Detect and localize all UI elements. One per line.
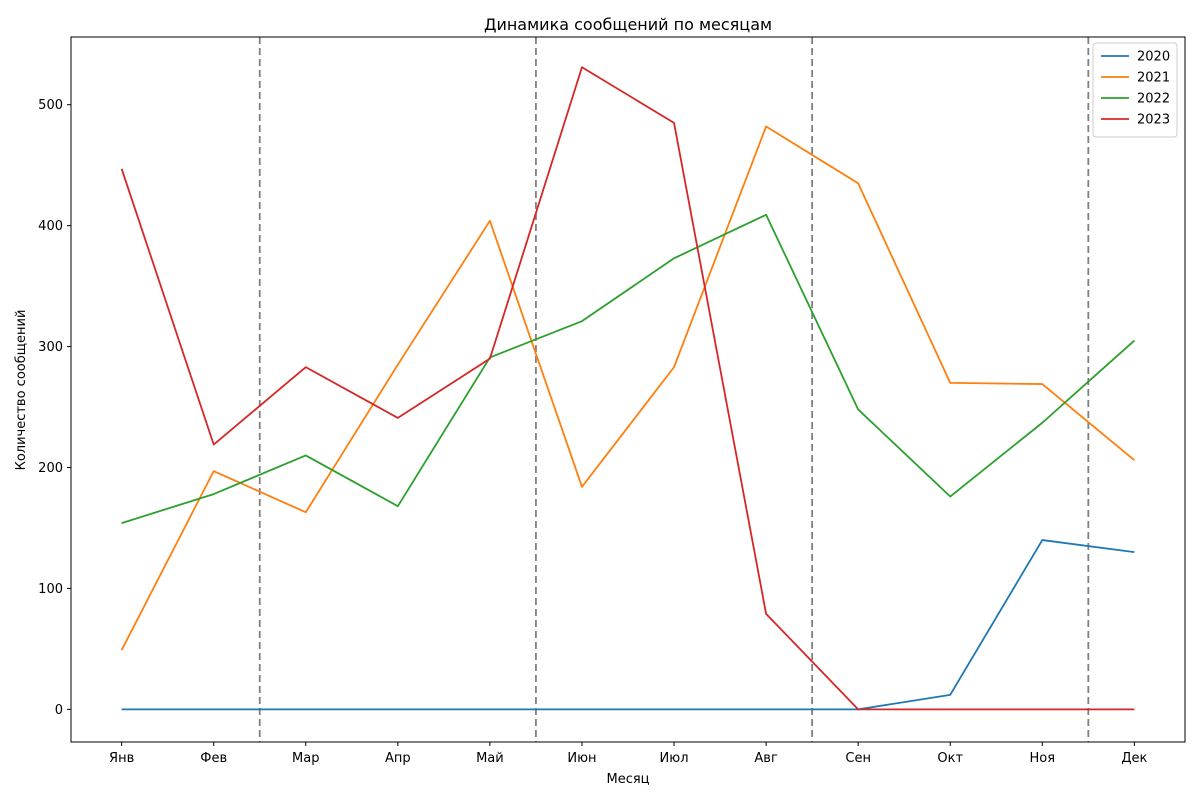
separator-lines [258, 37, 1090, 742]
y-axis-label: Количество сообщений [14, 310, 29, 471]
chart-title: Динамика сообщений по месяцам [484, 15, 772, 34]
x-tick-label: Июл [660, 751, 689, 766]
plot-area [71, 37, 1185, 742]
series-line-2022 [121, 213, 1135, 524]
x-tick-label: Сен [845, 751, 871, 766]
y-axis-ticks: 0 100 200 300 400 500 [38, 98, 71, 718]
x-tick-label: Май [476, 751, 504, 766]
x-tick-label: Июн [567, 751, 596, 766]
x-tick-label: Мар [292, 751, 319, 766]
y-tick-label: 100 [38, 582, 63, 597]
legend-label-2021: 2021 [1137, 71, 1170, 86]
y-tick-label: 500 [38, 98, 63, 113]
x-tick-label: Ноя [1030, 751, 1056, 766]
legend: 2020 2021 2022 2023 [1092, 42, 1178, 138]
series-lines [120, 66, 1135, 711]
x-tick-label: Авг [754, 751, 778, 766]
x-tick-label: Дек [1121, 751, 1147, 766]
x-tick-label: Фев [200, 751, 227, 766]
x-axis-label: Месяц [606, 772, 649, 787]
plot-frame [70, 36, 1186, 743]
x-tick-label: Янв [109, 751, 134, 766]
x-axis-ticks: Янв Фев Мар Апр Май Июн Июл Авг Сен Окт Ноя Дек [109, 742, 1148, 766]
x-tick-label: Апр [385, 751, 411, 766]
legend-box [1092, 42, 1178, 138]
y-tick-label: 400 [38, 219, 63, 234]
x-tick-label: Окт [937, 751, 963, 766]
legend-label-2020: 2020 [1137, 50, 1170, 65]
y-tick-label: 0 [55, 703, 63, 718]
y-tick-label: 300 [38, 340, 63, 355]
legend-label-2023: 2023 [1137, 113, 1170, 128]
y-tick-label: 200 [38, 461, 63, 476]
legend-label-2022: 2022 [1137, 92, 1170, 107]
series-line-2020 [121, 539, 1135, 711]
series-line-2023 [120, 66, 1135, 711]
series-line-2021 [120, 125, 1135, 651]
